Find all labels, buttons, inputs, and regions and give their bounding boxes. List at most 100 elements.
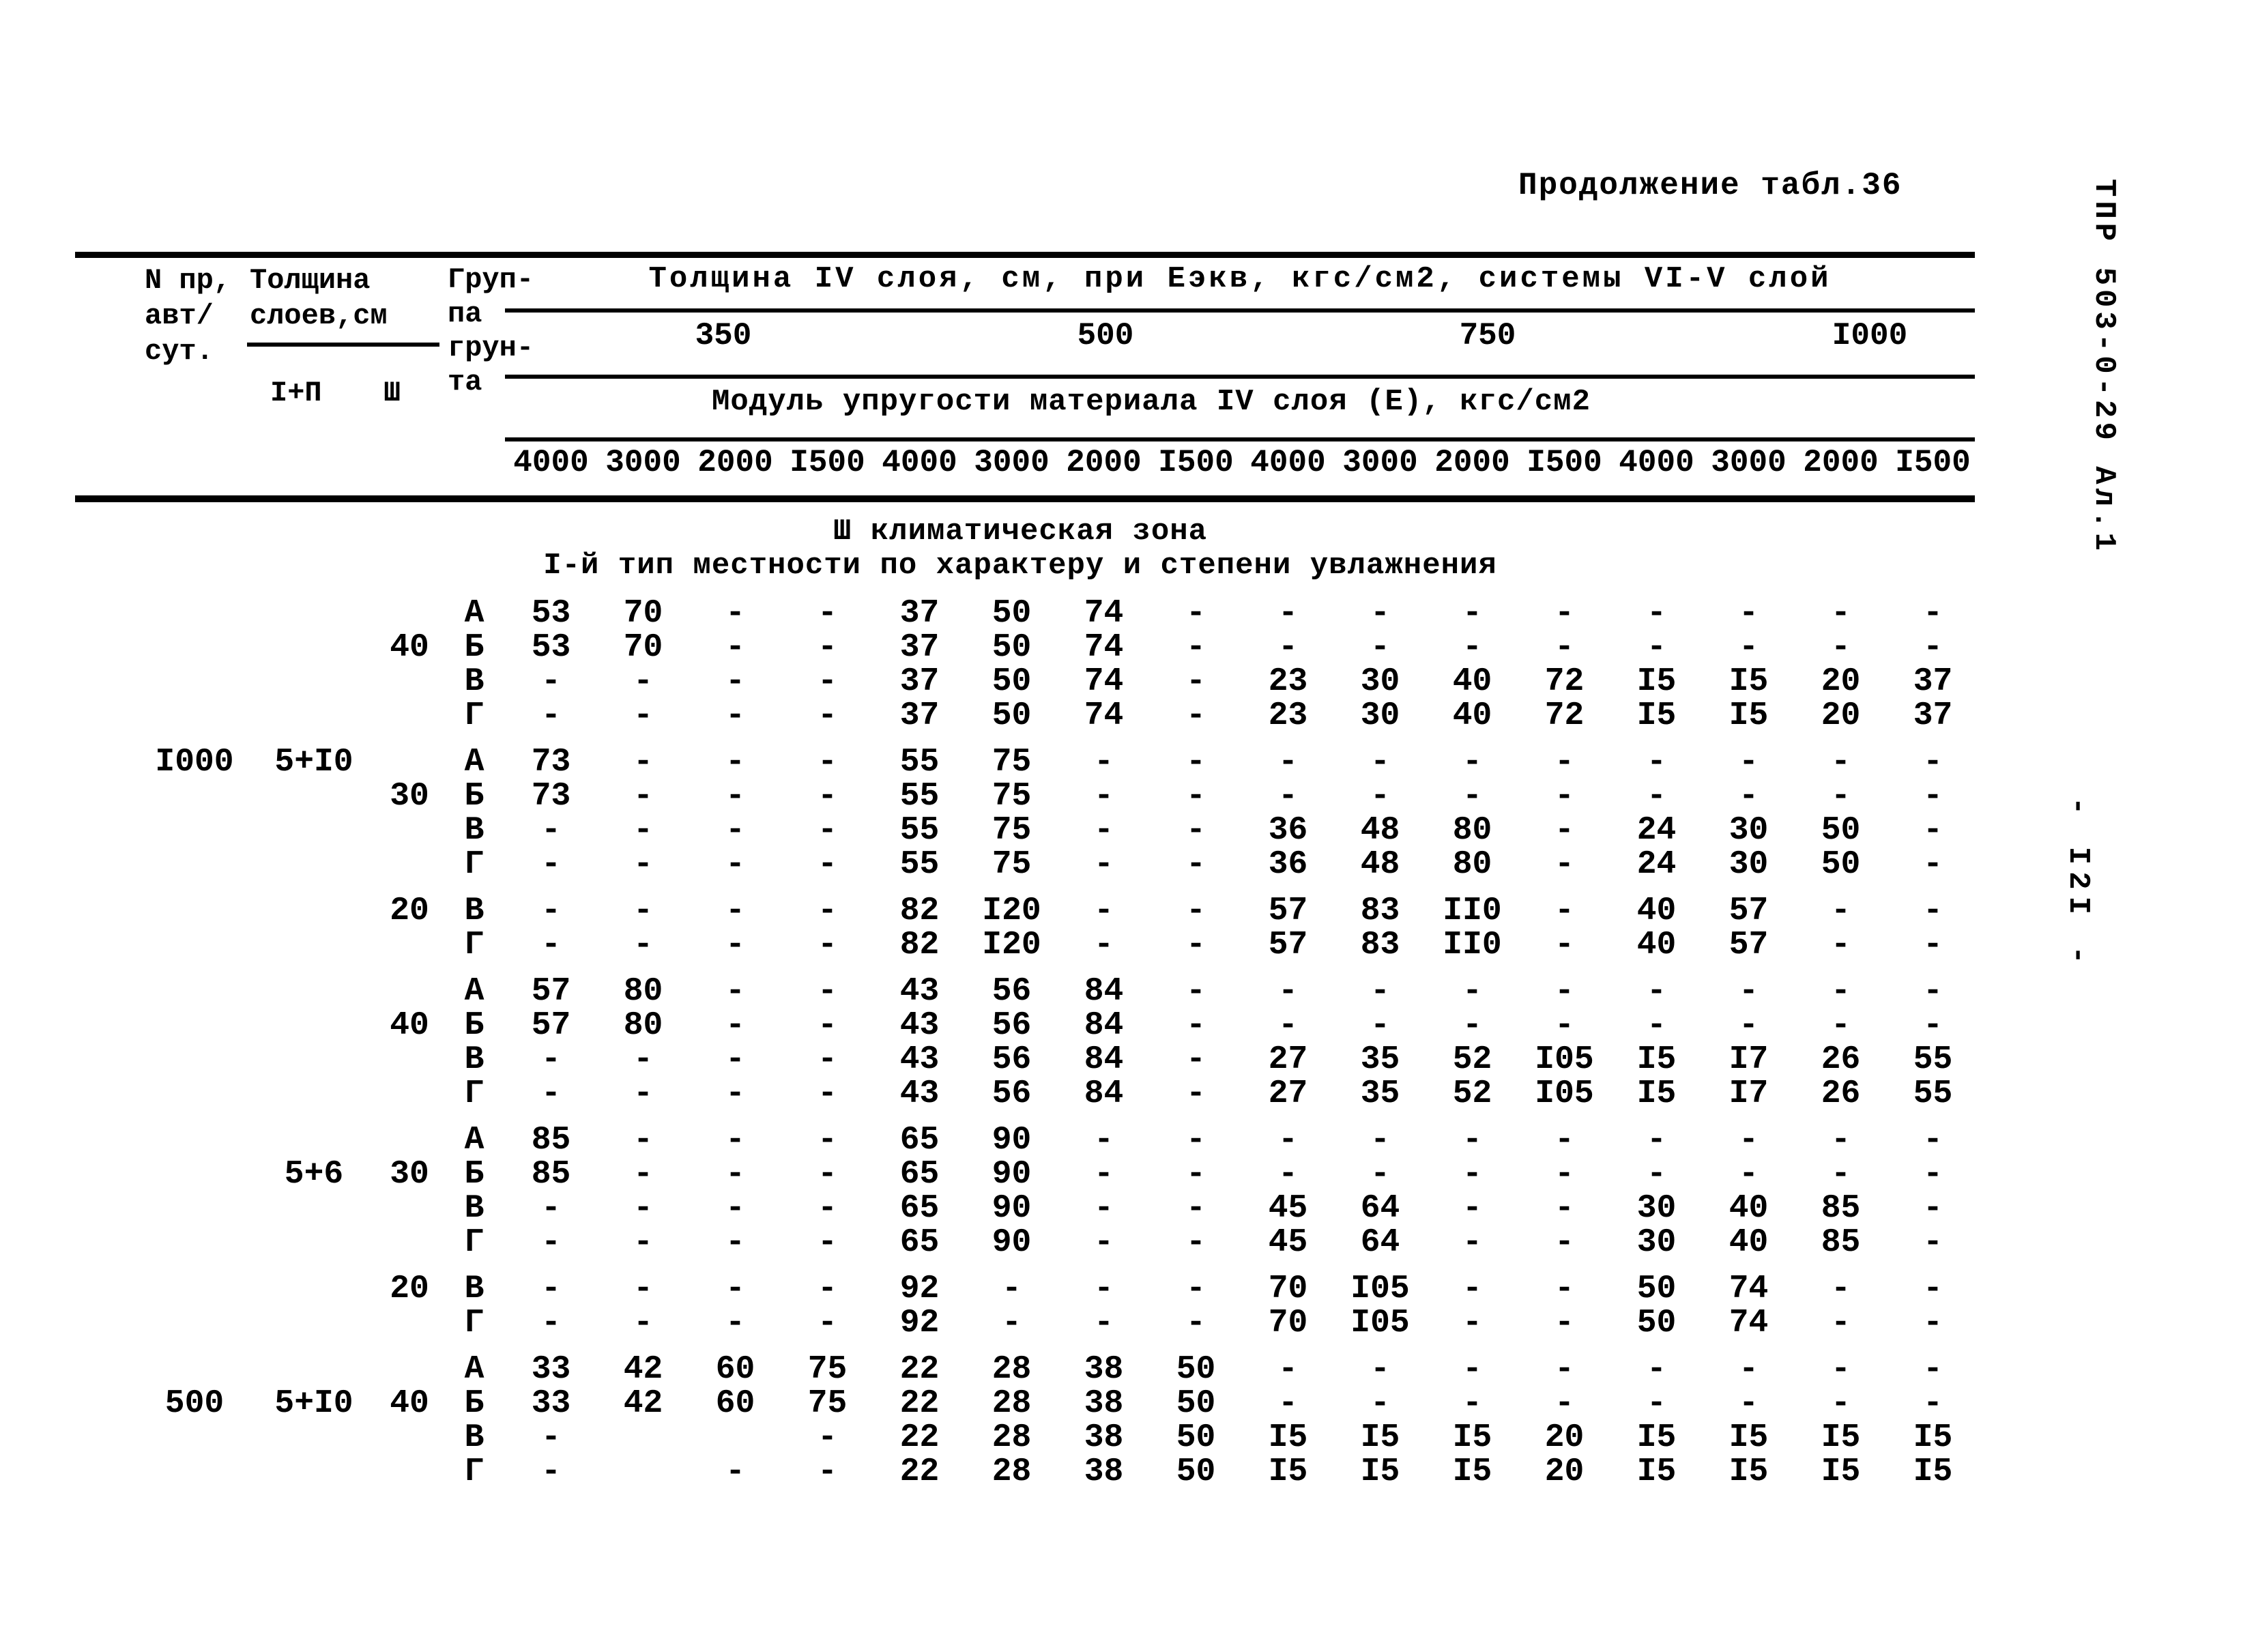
table-row: 40 Б 57 80 - - 43 56 84 - - - - - - - - -: [75, 1007, 1979, 1044]
value-cell: -: [1554, 927, 1574, 963]
table-row: В - - - - 55 75 - - 36 48 80 - 24 30 50 -: [75, 812, 1979, 849]
value-cell: -: [1278, 1385, 1298, 1422]
value-cell: -: [1462, 1122, 1482, 1159]
value-cell: -: [1923, 973, 1943, 1010]
value-cell: -: [1923, 1305, 1943, 1342]
value-cell: 74: [1084, 697, 1124, 734]
value-cell: -: [1186, 1075, 1206, 1112]
value-cell: 20: [1821, 663, 1861, 700]
value-cell: -: [1462, 744, 1482, 781]
value-cell: -: [541, 663, 561, 700]
value-cell: -: [725, 1305, 745, 1342]
table-row: Г - - - - 55 75 - - 36 48 80 - 24 30 50 -: [75, 846, 1979, 883]
value-cell: I5: [1360, 1419, 1400, 1456]
value-cell: -: [1554, 893, 1574, 929]
value-cell: -: [1186, 893, 1206, 929]
value-cell: -: [1554, 1190, 1574, 1227]
value-cell: -: [1186, 1190, 1206, 1227]
header-traffic-line: авт/: [145, 300, 214, 332]
value-cell: -: [1831, 1351, 1851, 1388]
value-cell: -: [541, 1271, 561, 1307]
eekv-value: 750: [1459, 318, 1516, 353]
value-cell: 30: [1636, 1224, 1677, 1261]
value-cell: 74: [1084, 595, 1124, 632]
soil-group-cell: А: [464, 973, 485, 1010]
value-cell: 28: [992, 1419, 1032, 1456]
value-cell: 22: [899, 1453, 940, 1490]
value-cell: 55: [899, 846, 940, 883]
value-cell: 37: [899, 697, 940, 734]
value-cell: 30: [1729, 846, 1769, 883]
soil-group-cell: Б: [464, 778, 485, 815]
value-cell: 28: [992, 1385, 1032, 1422]
soil-group-cell: Б: [464, 1385, 485, 1422]
value-cell: -: [1186, 1305, 1206, 1342]
value-cell: -: [541, 1224, 561, 1261]
table-row: А 57 80 - - 43 56 84 - - - - - - - - -: [75, 973, 1979, 1010]
value-cell: 55: [899, 812, 940, 849]
value-cell: 43: [899, 1041, 940, 1078]
value-cell: 56: [992, 973, 1032, 1010]
value-cell: -: [725, 663, 745, 700]
header-soil-group-line: Груп-: [448, 263, 534, 296]
value-cell: 50: [1176, 1385, 1216, 1422]
table-row: I000 5+I0 А 73 - - - 55 75 - - - - - - - - - -: [75, 744, 1979, 781]
value-cell: -: [1923, 1385, 1943, 1422]
value-cell: 82: [899, 893, 940, 929]
value-cell: -: [1739, 1007, 1759, 1044]
value-cell: 83: [1360, 927, 1400, 963]
header-bottom-rule: [75, 495, 1975, 502]
value-cell: -: [1186, 812, 1206, 849]
value-cell: -: [1923, 1122, 1943, 1159]
value-cell: -: [1278, 1122, 1298, 1159]
value-cell: 53: [531, 629, 571, 666]
value-cell: -: [1278, 744, 1298, 781]
value-cell: 56: [992, 1041, 1032, 1078]
value-cell: -: [1923, 629, 1943, 666]
thickness-3-cell: 40: [390, 1385, 429, 1422]
value-cell: -: [633, 1224, 653, 1261]
value-cell: -: [1554, 1156, 1574, 1193]
value-cell: -: [1739, 1385, 1759, 1422]
value-cell: -: [1186, 663, 1206, 700]
value-cell: -: [1647, 778, 1666, 815]
value-cell: 20: [1544, 1419, 1585, 1456]
value-cell: -: [1462, 1305, 1482, 1342]
eekv-value: 350: [695, 318, 752, 353]
value-cell: I5: [1268, 1453, 1308, 1490]
value-cell: 85: [531, 1156, 571, 1193]
value-cell: -: [1186, 595, 1206, 632]
table-row: А 85 - - - 65 90 - - - - - - - - - -: [75, 1122, 1979, 1159]
page-number-vertical-label: - I2I -: [2061, 797, 2095, 971]
value-cell: -: [1831, 1122, 1851, 1159]
value-cell: -: [1002, 1271, 1022, 1307]
table-row: В - - 22 28 38 50 I5 I5 I5 20 I5 I5 I5 I5: [75, 1419, 1979, 1456]
value-cell: 74: [1729, 1305, 1769, 1342]
thickness-1-2-cell: 5+6: [284, 1156, 344, 1193]
value-cell: 52: [1452, 1075, 1492, 1112]
table-row: А 33 42 60 75 22 28 38 50 - - - - - - - -: [75, 1351, 1979, 1388]
value-cell: -: [1278, 1156, 1298, 1193]
table-row: Г - - - - 37 50 74 - 23 30 40 72 I5 I5 20 37: [75, 697, 1979, 734]
value-cell: 42: [623, 1385, 663, 1422]
traffic-cell: 500: [164, 1385, 225, 1422]
header-traffic-line: N пр,: [145, 264, 231, 297]
value-cell: -: [1923, 1190, 1943, 1227]
value-cell: -: [1739, 973, 1759, 1010]
value-cell: -: [1923, 595, 1943, 632]
value-cell: 50: [992, 697, 1032, 734]
value-cell: -: [725, 595, 745, 632]
value-cell: -: [1462, 1007, 1482, 1044]
value-cell: 35: [1360, 1041, 1400, 1078]
eekv-row-underline: [505, 375, 1975, 379]
value-cell: -: [1094, 1122, 1114, 1159]
value-cell: 27: [1268, 1075, 1308, 1112]
value-cell: -: [1647, 629, 1666, 666]
value-cell: -: [1831, 1156, 1851, 1193]
header-soil-group-column: Груп- па грун- та: [448, 263, 534, 399]
value-cell: 42: [623, 1351, 663, 1388]
value-cell: 38: [1084, 1419, 1124, 1456]
value-cell: 83: [1360, 893, 1400, 929]
value-cell: -: [1462, 1190, 1482, 1227]
value-cell: I05: [1350, 1271, 1410, 1307]
